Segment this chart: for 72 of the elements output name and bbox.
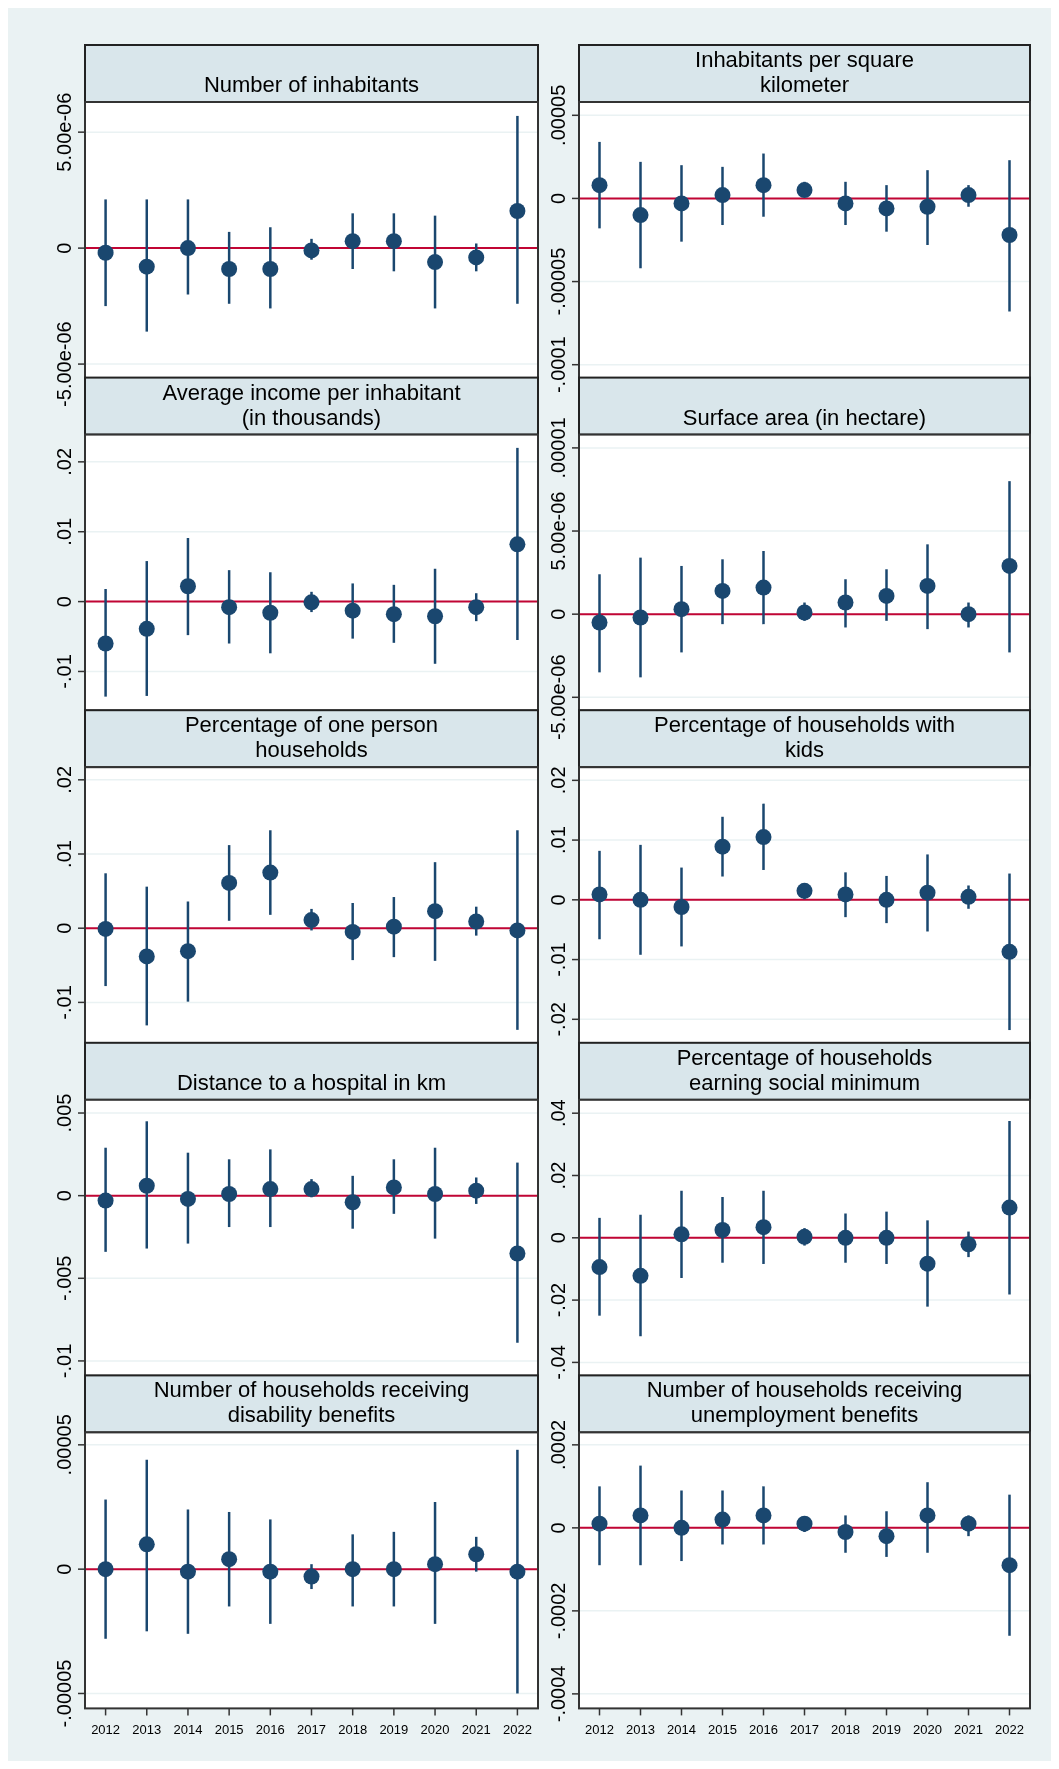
y-tick-label: 0 bbox=[547, 608, 569, 620]
y-tick-label: .02 bbox=[547, 1161, 569, 1190]
y-tick-label: -.00005 bbox=[53, 1659, 75, 1728]
x-tick-label: 2018 bbox=[338, 1722, 368, 1738]
y-tick-label: .01 bbox=[547, 826, 569, 854]
y-tick-label: -5.00e-06 bbox=[547, 654, 569, 741]
x-tick-label: 2013 bbox=[626, 1722, 655, 1738]
y-tick-label: .04 bbox=[547, 1099, 569, 1128]
chart-title: Number of households receiving unemployment benefits bbox=[646, 1377, 963, 1428]
x-tick-label: 2013 bbox=[132, 1722, 162, 1738]
x-tick-label: 2017 bbox=[297, 1722, 326, 1738]
y-tick-label: -.04 bbox=[547, 1345, 569, 1380]
x-tick-label: 2018 bbox=[831, 1722, 860, 1738]
y-tick-label: .0002 bbox=[547, 1419, 569, 1470]
y-tick-label: 0 bbox=[547, 1522, 569, 1534]
y-tick-label: .00001 bbox=[547, 417, 569, 479]
y-tick-label: 0 bbox=[547, 192, 569, 204]
y-tick-label: 0 bbox=[547, 894, 569, 906]
y-tick-label: .01 bbox=[53, 840, 75, 868]
chart-title: Percentage of households with kids bbox=[654, 712, 955, 763]
x-tick-label: 2014 bbox=[667, 1722, 696, 1738]
y-tick-label: 5.00e-06 bbox=[547, 491, 569, 571]
y-tick-label: -.02 bbox=[547, 1282, 569, 1318]
chart-title: Surface area (in hectare) bbox=[682, 404, 927, 430]
y-tick-label: 5.00e-06 bbox=[53, 92, 75, 172]
y-tick-label: -5.00e-06 bbox=[53, 321, 75, 407]
x-tick-label: 2016 bbox=[749, 1722, 778, 1738]
y-tick-label: -.02 bbox=[547, 1002, 569, 1037]
y-tick-label: .00005 bbox=[547, 84, 569, 146]
chart-title: Percentage of one person households bbox=[184, 712, 439, 763]
y-tick-label: -.01 bbox=[53, 1343, 75, 1379]
y-tick-label: 0 bbox=[53, 1563, 75, 1575]
x-tick-label: 2012 bbox=[585, 1722, 614, 1738]
y-tick-label: -.00005 bbox=[547, 247, 569, 316]
y-tick-label: 0 bbox=[53, 596, 75, 608]
x-tick-label: 2017 bbox=[790, 1722, 819, 1738]
chart-title: Distance to a hospital in km bbox=[176, 1069, 447, 1095]
y-tick-label: -.005 bbox=[53, 1255, 75, 1302]
x-tick-label: 2015 bbox=[214, 1722, 244, 1738]
chart-title: Percentage of households earning social minimum bbox=[676, 1044, 933, 1095]
y-tick-label: 0 bbox=[547, 1232, 569, 1244]
x-tick-label: 2014 bbox=[173, 1722, 203, 1738]
chart-title: Average income per inhabitant (in thousands) bbox=[162, 379, 461, 430]
y-tick-label: 0 bbox=[53, 242, 75, 254]
y-tick-label: -.0001 bbox=[547, 336, 569, 394]
y-tick-label: -.0002 bbox=[547, 1582, 569, 1640]
x-tick-label: 2020 bbox=[420, 1722, 450, 1738]
chart-title: Number of inhabitants bbox=[203, 72, 420, 97]
x-tick-label: 2021 bbox=[954, 1722, 983, 1738]
y-tick-label: -.01 bbox=[53, 985, 75, 1020]
x-tick-label: 2019 bbox=[379, 1722, 409, 1738]
x-tick-label: 2020 bbox=[913, 1722, 942, 1738]
x-tick-label: 2012 bbox=[91, 1722, 121, 1738]
y-tick-label: .02 bbox=[547, 766, 569, 795]
x-tick-label: 2022 bbox=[995, 1722, 1024, 1738]
y-tick-label: -.0004 bbox=[547, 1665, 569, 1723]
chart-title: Number of households receiving disability benefits bbox=[153, 1377, 470, 1428]
y-tick-label: .02 bbox=[53, 447, 75, 476]
y-tick-label: 0 bbox=[53, 922, 75, 934]
x-tick-label: 2016 bbox=[255, 1722, 285, 1738]
x-tick-label: 2019 bbox=[872, 1722, 901, 1738]
y-tick-label: .01 bbox=[53, 517, 75, 546]
y-tick-label: 0 bbox=[53, 1190, 75, 1202]
y-tick-label: .00005 bbox=[53, 1414, 75, 1476]
y-tick-label: .02 bbox=[53, 765, 75, 794]
x-tick-label: 2015 bbox=[708, 1722, 737, 1738]
x-tick-label: 2022 bbox=[502, 1722, 532, 1738]
chart-title: Inhabitants per square kilometer bbox=[695, 47, 914, 97]
y-tick-label: -.01 bbox=[547, 942, 569, 977]
x-tick-label: 2021 bbox=[461, 1722, 491, 1738]
y-tick-label: -.01 bbox=[53, 654, 75, 689]
y-tick-label: .005 bbox=[53, 1093, 75, 1133]
